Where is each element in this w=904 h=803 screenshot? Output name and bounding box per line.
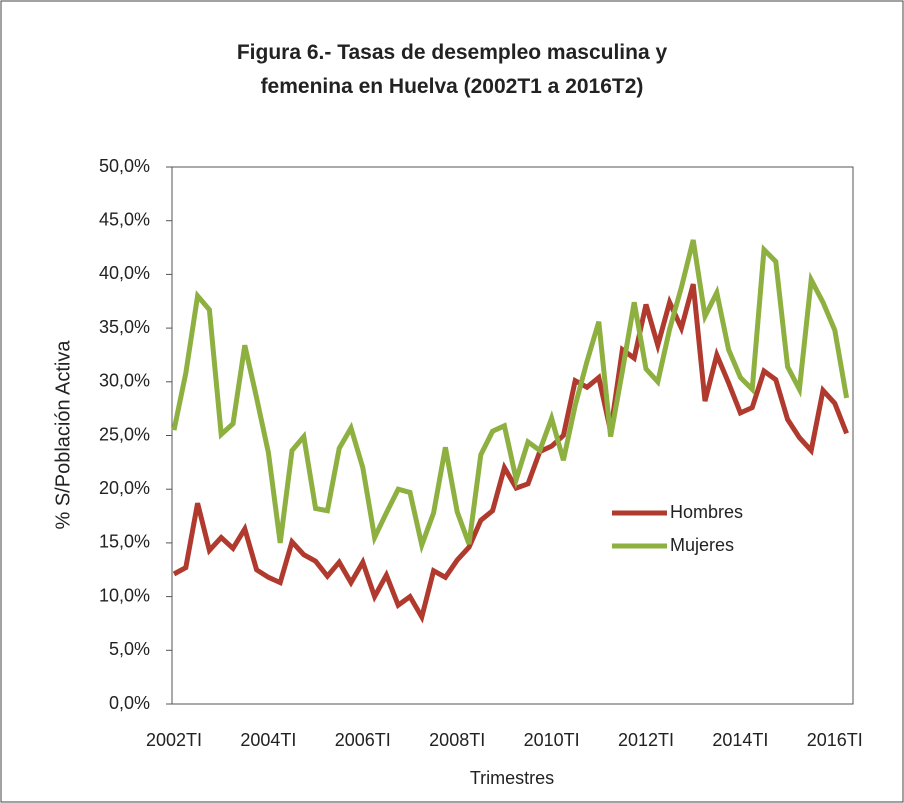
y-tick-label: 20,0%	[99, 478, 150, 498]
y-tick-label: 35,0%	[99, 317, 150, 337]
y-tick-label: 10,0%	[99, 585, 150, 605]
x-tick-label: 2002TI	[146, 730, 202, 750]
x-tick-label: 2014TI	[712, 730, 768, 750]
y-tick-label: 15,0%	[99, 532, 150, 552]
y-tick-label: 30,0%	[99, 371, 150, 391]
y-tick-label: 45,0%	[99, 209, 150, 229]
y-tick-label: 25,0%	[99, 424, 150, 444]
y-tick-label: 50,0%	[99, 156, 150, 176]
plot-area	[171, 166, 854, 705]
legend-label: Hombres	[670, 502, 743, 522]
x-tick-label: 2006TI	[335, 730, 391, 750]
y-axis-label: % S/Población Activa	[52, 340, 74, 530]
x-axis-label: Trimestres	[470, 768, 554, 788]
x-tick-label: 2004TI	[240, 730, 296, 750]
legend-label: Mujeres	[670, 535, 734, 555]
y-tick-label: 5,0%	[109, 639, 150, 659]
y-tick-label: 0,0%	[109, 693, 150, 713]
line-series	[172, 283, 849, 624]
x-tick-label: 2012TI	[618, 730, 674, 750]
x-tick-label: 2010TI	[524, 730, 580, 750]
line-series	[171, 239, 850, 554]
y-tick-label: 40,0%	[99, 263, 150, 283]
x-tick-label: 2008TI	[429, 730, 485, 750]
x-tick-label: 2016TI	[807, 730, 863, 750]
chart-title: Figura 6.- Tasas de desempleo masculina …	[236, 41, 668, 98]
